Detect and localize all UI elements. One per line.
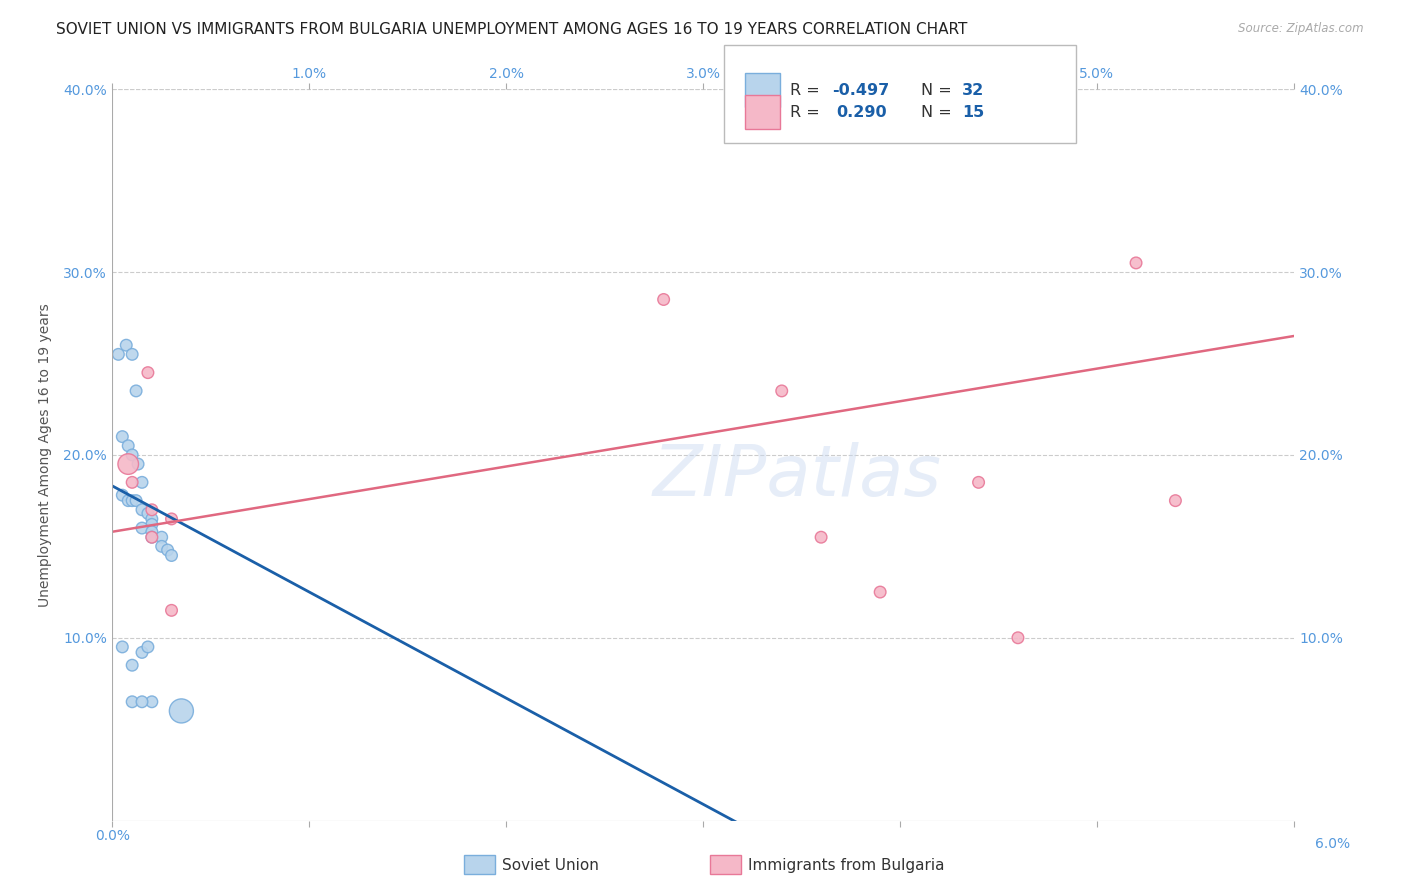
Point [131,502,153,516]
Point [136,640,159,654]
Point [136,507,159,521]
Point [111,430,134,444]
Text: Immigrants from Bulgaria: Immigrants from Bulgaria [748,858,945,872]
Text: 0.290: 0.290 [837,105,887,120]
Point [1007,631,1029,645]
Point [141,530,163,544]
Point [150,530,173,544]
Text: Source: ZipAtlas.com: Source: ZipAtlas.com [1239,22,1364,36]
Point [136,366,159,380]
Point [141,517,163,532]
Point [141,502,163,516]
Point [121,493,143,508]
Point [652,293,675,307]
Point [131,521,153,535]
Point [131,475,153,490]
Point [160,512,183,526]
Point [810,530,832,544]
Point [170,704,193,718]
Point [1164,493,1187,508]
Point [160,603,183,617]
Point [117,439,139,453]
Text: 15: 15 [962,105,984,120]
Point [111,640,134,654]
Point [121,695,143,709]
Point [869,585,891,599]
Point [127,457,149,471]
Point [117,457,139,471]
Text: N =: N = [921,105,957,120]
Text: 6.0%: 6.0% [1315,837,1350,851]
Point [141,512,163,526]
Point [967,475,990,490]
Point [121,475,143,490]
Point [121,448,143,462]
Point [141,524,163,539]
Point [111,488,134,502]
Point [150,539,173,553]
Point [131,695,153,709]
Text: Soviet Union: Soviet Union [502,858,599,872]
Point [125,384,148,398]
Text: -0.497: -0.497 [832,83,890,97]
Text: SOVIET UNION VS IMMIGRANTS FROM BULGARIA UNEMPLOYMENT AMONG AGES 16 TO 19 YEARS : SOVIET UNION VS IMMIGRANTS FROM BULGARIA… [56,22,967,37]
Text: N =: N = [921,83,957,97]
Text: ZIPatlas: ZIPatlas [652,442,942,511]
Point [121,347,143,361]
Text: 32: 32 [962,83,984,97]
Point [141,530,163,544]
Point [117,493,139,508]
Point [107,347,129,361]
Text: R =: R = [790,105,830,120]
Point [131,645,153,659]
Point [121,658,143,673]
Point [770,384,793,398]
Point [125,493,148,508]
Point [141,695,163,709]
Point [115,338,138,352]
Point [160,549,183,563]
Point [156,543,179,558]
Point [1125,256,1147,270]
Y-axis label: Unemployment Among Ages 16 to 19 years: Unemployment Among Ages 16 to 19 years [38,303,52,607]
Text: R =: R = [790,83,825,97]
